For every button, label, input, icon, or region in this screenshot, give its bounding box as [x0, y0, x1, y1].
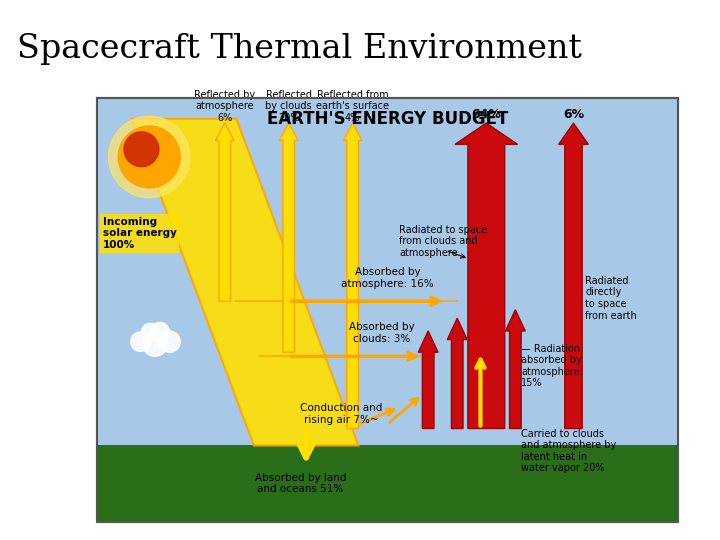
- Text: Reflected from
earth's surface
4%: Reflected from earth's surface 4%: [316, 90, 389, 123]
- Polygon shape: [132, 119, 359, 446]
- Circle shape: [124, 132, 159, 167]
- Text: Radiated
directly
to space
from earth: Radiated directly to space from earth: [585, 276, 637, 321]
- Text: Radiated to space
from clouds and
atmosphere: Radiated to space from clouds and atmosp…: [399, 225, 487, 258]
- Text: Incoming
solar energy
100%: Incoming solar energy 100%: [103, 217, 176, 250]
- Text: 64%: 64%: [472, 108, 501, 121]
- Text: 6%: 6%: [563, 108, 584, 121]
- Circle shape: [159, 331, 180, 353]
- Polygon shape: [505, 310, 525, 429]
- Polygon shape: [559, 123, 588, 429]
- Text: Spacecraft Thermal Environment: Spacecraft Thermal Environment: [17, 32, 582, 65]
- Bar: [97, 98, 678, 522]
- Text: Carried to clouds
and atmosphere by
latent heat in
water vapor 20%: Carried to clouds and atmosphere by late…: [521, 429, 616, 474]
- Circle shape: [143, 331, 168, 356]
- Text: EARTH'S ENERGY BUDGET: EARTH'S ENERGY BUDGET: [267, 110, 508, 128]
- Text: Reflected
by clouds
20%: Reflected by clouds 20%: [266, 90, 312, 123]
- Polygon shape: [215, 123, 234, 301]
- Text: Absorbed by
clouds: 3%: Absorbed by clouds: 3%: [349, 322, 415, 343]
- Circle shape: [131, 332, 150, 352]
- Circle shape: [118, 126, 180, 188]
- Text: Absorbed by land
and oceans 51%: Absorbed by land and oceans 51%: [255, 473, 346, 495]
- Text: Conduction and
rising air 7%~: Conduction and rising air 7%~: [300, 403, 382, 424]
- Text: Reflected by
atmosphere
6%: Reflected by atmosphere 6%: [194, 90, 256, 123]
- Bar: [97, 446, 678, 522]
- Polygon shape: [455, 123, 518, 429]
- Polygon shape: [343, 123, 362, 429]
- Polygon shape: [279, 123, 298, 352]
- Circle shape: [109, 116, 190, 198]
- Polygon shape: [447, 318, 467, 429]
- Circle shape: [150, 322, 169, 342]
- Text: Absorbed by
atmosphere: 16%: Absorbed by atmosphere: 16%: [341, 267, 433, 288]
- Bar: [97, 98, 678, 522]
- Circle shape: [141, 323, 159, 341]
- Text: — Radiation
absorbed by
atmosphere:
15%: — Radiation absorbed by atmosphere: 15%: [521, 343, 583, 388]
- Polygon shape: [418, 331, 438, 429]
